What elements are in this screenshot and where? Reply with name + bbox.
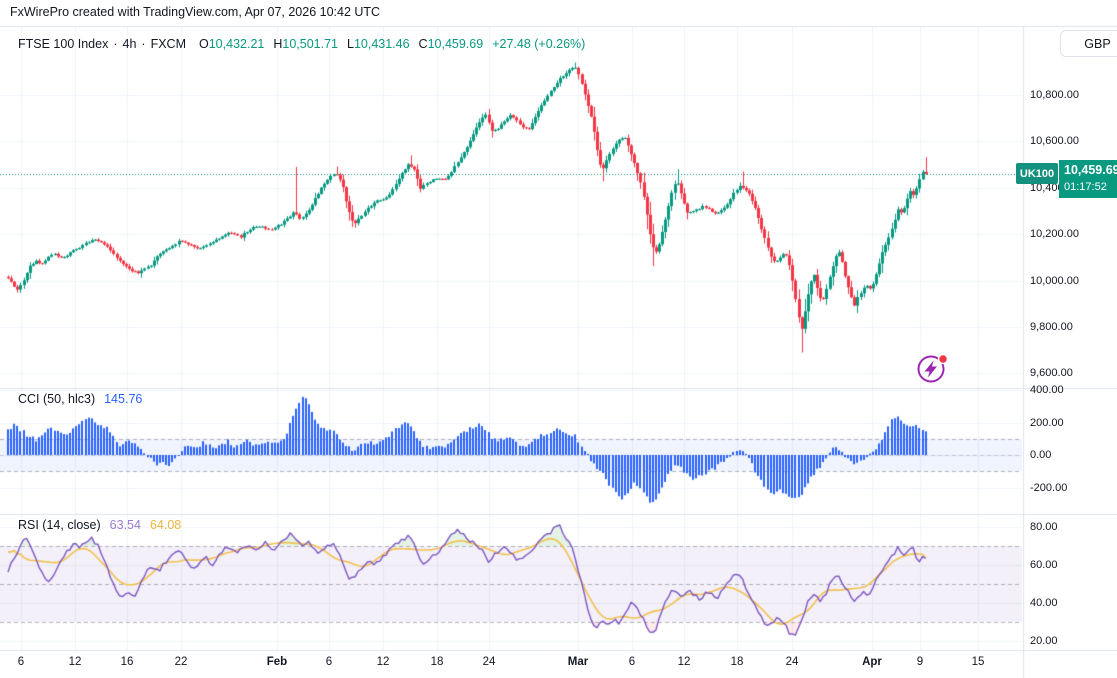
time-axis-label: 12 [376, 656, 390, 668]
lightning-bolt-icon [924, 360, 937, 378]
close-label: C [418, 37, 428, 51]
rsi-value: 63.54 [109, 518, 141, 532]
rsi-tick-label: 20.00 [1030, 635, 1058, 647]
time-axis-label: 16 [120, 656, 134, 668]
time-axis-label: 24 [482, 656, 496, 668]
rsi-ma-value: 64.08 [149, 518, 182, 532]
currency-button[interactable]: GBP [1060, 30, 1117, 57]
price-tick-label: 9,800.00 [1030, 321, 1073, 333]
time-axis-label: 18 [430, 656, 444, 668]
cci-pane-label: CCI (50, hlc3) 145.76 [18, 392, 142, 406]
low-label: L [346, 37, 354, 51]
cci-tick-label: 0.00 [1030, 449, 1052, 461]
high-label: H [273, 37, 283, 51]
time-axis-label: Mar [567, 656, 589, 668]
time-axis-label: Feb [266, 656, 288, 668]
time-axis-label: 6 [325, 656, 333, 668]
bar-countdown: 01:17:52 [1064, 181, 1107, 193]
open-value: 10,432.21 [208, 37, 265, 51]
rsi-pane-label: RSI (14, close) 63.54 64.08 [18, 518, 181, 532]
change-value: +27.48 (+0.26%) [492, 37, 586, 51]
ohlc-values: O10,432.21 H10,501.71 L10,431.46 C10,459… [199, 37, 585, 51]
time-axis-label: 12 [677, 656, 691, 668]
time-axis-label: 24 [785, 656, 799, 668]
time-axis[interactable]: 6 12 16 22 Feb 6 12 18 24 Mar 6 12 18 24 Apr 9 15 [0, 651, 1022, 678]
exchange-label: FXCM [150, 37, 186, 51]
price-tick-label: 9,600.00 [1030, 367, 1073, 380]
symbol-title[interactable]: FTSE 100 Index [18, 37, 109, 51]
time-axis-label: 15 [971, 656, 985, 668]
legend-separator: · [141, 37, 146, 51]
cci-tick-label: -200.00 [1030, 481, 1068, 494]
cci-value: 145.76 [104, 392, 143, 406]
price-tick-label: 10,200.00 [1030, 228, 1079, 241]
notification-dot-icon [937, 353, 949, 365]
time-axis-label: 6 [17, 656, 25, 668]
price-tick-label: 10,600.00 [1030, 135, 1079, 148]
price-tick-label: 10,800.00 [1030, 89, 1079, 101]
last-price-badge: 10,459.69 01:17:52 [1059, 160, 1117, 198]
rsi-title[interactable]: RSI (14, close) [18, 518, 101, 532]
time-axis-label: 22 [174, 656, 188, 668]
last-price-value: 10,459.69 [1064, 163, 1117, 177]
cci-title[interactable]: CCI (50, hlc3) [18, 392, 96, 406]
flash-boost-icon[interactable] [910, 350, 950, 390]
last-price-symbol-tag: UK100 [1016, 163, 1058, 184]
rsi-tick-label: 60.00 [1030, 559, 1058, 571]
time-axis-label: 9 [916, 656, 924, 668]
close-value: 10,459.69 [427, 37, 484, 51]
time-axis-label: 12 [68, 656, 82, 668]
cci-tick-label: 400.00 [1030, 384, 1064, 396]
legend-separator: · [113, 37, 118, 51]
cci-tick-label: 200.00 [1030, 416, 1064, 429]
symbol-legend: FTSE 100 Index · 4h · FXCM O10,432.21 H1… [18, 37, 585, 51]
time-axis-label: 6 [628, 656, 636, 668]
price-scale[interactable]: 10,800.00 10,600.00 10,400.00 10,200.00 10,0… [1023, 26, 1117, 650]
flash-circle-icon [917, 355, 945, 383]
price-tick-label: 10,000.00 [1030, 274, 1079, 287]
watermark-header: FxWirePro created with TradingView.com, … [10, 5, 381, 19]
open-label: O [199, 37, 209, 51]
time-axis-label: 18 [730, 656, 744, 668]
interval-label[interactable]: 4h [122, 37, 137, 51]
rsi-tick-label: 40.00 [1030, 597, 1058, 609]
time-axis-label: Apr [862, 656, 882, 668]
high-value: 10,501.71 [282, 37, 338, 51]
low-value: 10,431.46 [353, 37, 410, 51]
rsi-tick-label: 80.00 [1030, 521, 1058, 533]
